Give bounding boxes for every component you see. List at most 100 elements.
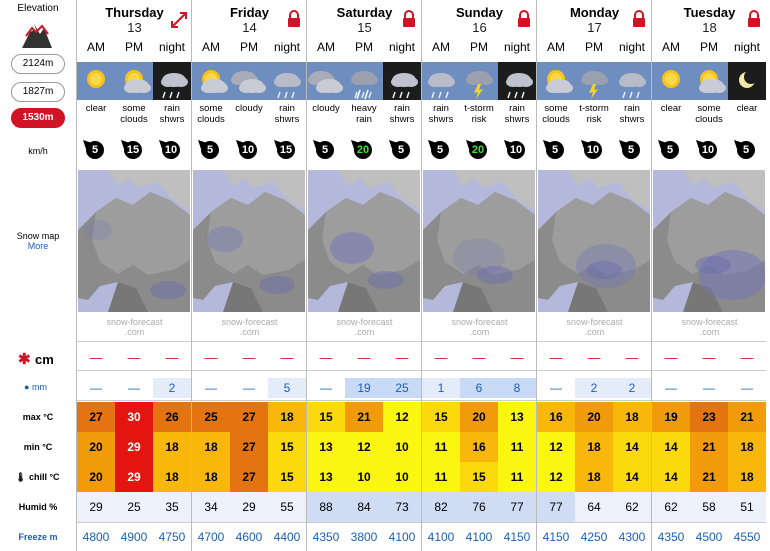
rain-amount: 19 (345, 378, 383, 398)
period-column: night rain shwrs 5—2 18 14 14 62 4300 (613, 0, 651, 551)
day-columns: Thursday 13 snow-forecast .com AM clear 5— —2… (76, 0, 766, 551)
max-temp: 15 (422, 402, 460, 432)
period-column: PM t-storm risk 10—2 20 18 18 64 4250 (575, 0, 613, 551)
period-column: night rain shwrs 10—8 13 11 11 77 4150 (498, 0, 536, 551)
snow-map-thumbnail[interactable] (78, 170, 190, 312)
snow-amount: — (89, 350, 103, 365)
wind-speed: 5 (316, 141, 334, 159)
min-temp: 21 (690, 432, 728, 462)
chill-row-label: 🌡 chill °C (15, 472, 60, 483)
wind-speed: 15 (124, 141, 142, 159)
chill-temp: 14 (613, 462, 651, 492)
wind-speed: 10 (507, 141, 525, 159)
chill-temp: 18 (575, 462, 613, 492)
weather-summary: rain shwrs (504, 103, 530, 125)
chill-temp: 15 (268, 462, 306, 492)
period-column: PM t-storm risk 20—6 20 16 15 76 4100 (460, 0, 498, 551)
max-temp: 25 (192, 402, 230, 432)
snow-map-thumbnail[interactable] (423, 170, 535, 312)
humidity-value: 35 (153, 492, 191, 522)
elevation-mid-button[interactable]: 1827m (11, 82, 65, 102)
humidity-value: 64 (575, 492, 613, 522)
period-column: AM clear 5— —27 20 20 29 4800 (77, 0, 115, 551)
weather-summary: clear (736, 103, 758, 114)
snow-amount: — (357, 350, 371, 365)
snow-map-more-link[interactable]: More (27, 241, 49, 251)
watermark-label: snow-forecast .com (221, 317, 278, 337)
rain-amount: 8 (498, 378, 536, 398)
chill-temp: 18 (153, 462, 191, 492)
period-label: night (618, 40, 646, 54)
snow-map-thumbnail[interactable] (653, 170, 765, 312)
rain-amount: — (320, 381, 332, 395)
rain-amount: 2 (153, 378, 191, 398)
period-label: AM (317, 40, 335, 54)
max-temp: 20 (575, 402, 613, 432)
min-temp: 14 (613, 432, 651, 462)
chill-temp: 29 (115, 462, 153, 492)
period-column: PM some clouds 15— —30 29 29 25 4900 (115, 0, 153, 551)
lock-icon[interactable] (631, 10, 647, 28)
elevation-top-button[interactable]: 2124m (11, 54, 65, 74)
rain-row-label: ● mm (24, 382, 47, 392)
chill-temp: 11 (498, 462, 536, 492)
period-column: PM cloudy 10— —27 27 27 29 4600 (230, 0, 268, 551)
snow-amount: — (434, 350, 448, 365)
moon-icon (728, 62, 766, 100)
day-name: Thursday (105, 5, 164, 20)
rain-icon (268, 62, 306, 100)
wind-speed: 5 (622, 141, 640, 159)
snowflake-icon: ✱ (18, 351, 31, 368)
rain-amount: 25 (383, 378, 421, 398)
period-label: AM (87, 40, 105, 54)
day-date: 13 (127, 20, 142, 35)
lock-icon[interactable] (516, 10, 532, 28)
chill-temp: 10 (345, 462, 383, 492)
max-temp: 16 (537, 402, 575, 432)
min-temp: 27 (230, 432, 268, 462)
storm-icon (575, 62, 613, 100)
max-temp: 18 (613, 402, 651, 432)
wind-speed: 10 (239, 141, 257, 159)
day-name: Tuesday (683, 5, 736, 20)
period-column: PM some clouds 10— —23 21 21 58 4500 (690, 0, 728, 551)
lock-icon[interactable] (746, 10, 762, 28)
humidity-value: 76 (460, 492, 498, 522)
snow-map-thumbnail[interactable] (538, 170, 650, 312)
period-column: AM rain shwrs 5—1 15 11 11 82 4100 (422, 0, 460, 551)
chill-temp: 11 (422, 462, 460, 492)
period-column: night rain shwrs 10—2 26 18 18 35 4750 (153, 0, 191, 551)
elevation-bottom-button[interactable]: 1530m (11, 108, 65, 128)
snow-map-thumbnail[interactable] (308, 170, 420, 312)
humidity-value: 58 (690, 492, 728, 522)
period-column: AM some clouds 5— —16 12 12 77 4150 (537, 0, 575, 551)
lock-icon[interactable] (401, 10, 417, 28)
expand-arrow-icon[interactable] (171, 10, 187, 28)
weather-summary: cloudy (235, 103, 263, 114)
freezing-level: 4800 (82, 530, 110, 544)
rain-amount: — (205, 381, 217, 395)
storm-icon (460, 62, 498, 100)
freezing-level: 4300 (618, 530, 646, 544)
cloud-icon (230, 62, 268, 100)
max-temp: 27 (77, 402, 115, 432)
chill-temp: 18 (192, 462, 230, 492)
sun-cloud-icon (115, 62, 153, 100)
rain-amount: 2 (613, 378, 651, 398)
wind-speed: 10 (584, 141, 602, 159)
lock-icon[interactable] (286, 10, 302, 28)
min-temp: 11 (422, 432, 460, 462)
chill-temp: 13 (307, 462, 345, 492)
sun-cloud-icon (192, 62, 230, 100)
period-label: PM (470, 40, 488, 54)
min-temp: 12 (345, 432, 383, 462)
min-temp: 11 (498, 432, 536, 462)
chill-temp-label: chill °C (28, 472, 60, 482)
period-label: PM (700, 40, 718, 54)
humidity-value: 25 (115, 492, 153, 522)
snow-amount: — (587, 350, 601, 365)
snow-map-thumbnail[interactable] (193, 170, 305, 312)
humidity-value: 62 (652, 492, 690, 522)
weather-summary: some clouds (695, 103, 723, 125)
snow-map-title: Snow map (16, 231, 60, 241)
